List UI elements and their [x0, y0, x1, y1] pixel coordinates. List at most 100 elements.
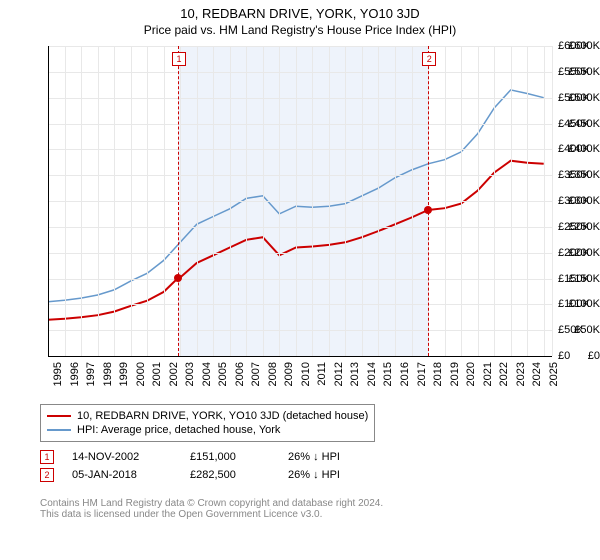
gridline-vertical: [478, 46, 479, 356]
gridline-horizontal: [48, 304, 552, 305]
gridline-vertical: [197, 46, 198, 356]
sales-row-price: £151,000: [190, 451, 270, 463]
y-tick-label-right: £150K: [558, 273, 590, 285]
x-tick-label: 2014: [366, 362, 378, 386]
gridline-vertical: [246, 46, 247, 356]
x-tick-label: 1997: [85, 362, 97, 386]
legend-swatch: [47, 415, 71, 417]
x-tick-label: 2006: [234, 362, 246, 386]
gridline-horizontal: [48, 201, 552, 202]
gridline-vertical: [445, 46, 446, 356]
x-tick-label: 2020: [465, 362, 477, 386]
gridline-vertical: [213, 46, 214, 356]
sales-row-date: 05-JAN-2018: [72, 469, 172, 481]
gridline-horizontal: [48, 175, 552, 176]
chart-subtitle: Price paid vs. HM Land Registry's House …: [0, 21, 600, 41]
y-tick-label-right: £400K: [558, 143, 590, 155]
gridline-vertical: [345, 46, 346, 356]
sales-row-marker: 2: [40, 468, 54, 482]
x-tick-label: 2024: [531, 362, 543, 386]
x-tick-label: 2015: [382, 362, 394, 386]
sale-vline: [428, 46, 429, 356]
gridline-vertical: [296, 46, 297, 356]
sales-row: 1 14-NOV-2002 £151,000 26% ↓ HPI: [40, 448, 368, 466]
gridline-horizontal: [48, 279, 552, 280]
gridline-vertical: [527, 46, 528, 356]
gridline-vertical: [65, 46, 66, 356]
x-tick-label: 2016: [399, 362, 411, 386]
x-tick-label: 2003: [184, 362, 196, 386]
legend-label: HPI: Average price, detached house, York: [77, 424, 280, 436]
gridline-vertical: [230, 46, 231, 356]
x-tick-label: 1999: [118, 362, 130, 386]
y-tick-label-right: £250K: [558, 221, 590, 233]
sale-dot: [174, 274, 182, 282]
x-tick-label: 1996: [69, 362, 81, 386]
y-tick-label-right: £600K: [558, 40, 590, 52]
sales-row-marker: 1: [40, 450, 54, 464]
sales-row-date: 14-NOV-2002: [72, 451, 172, 463]
sales-table: 1 14-NOV-2002 £151,000 26% ↓ HPI 2 05-JAN-201…: [40, 448, 368, 484]
gridline-horizontal: [48, 227, 552, 228]
x-tick-label: 2008: [267, 362, 279, 386]
gridline-vertical: [395, 46, 396, 356]
x-tick-label: 2013: [349, 362, 361, 386]
sales-row-delta: 26% ↓ HPI: [288, 469, 368, 481]
y-tick-label-right: £100K: [558, 298, 590, 310]
y-tick-label-right: £50K: [558, 324, 584, 336]
x-tick-label: 2012: [333, 362, 345, 386]
attribution-text: Contains HM Land Registry data © Crown c…: [40, 498, 383, 520]
gridline-horizontal: [48, 149, 552, 150]
y-tick-label-right: £0: [558, 350, 570, 362]
x-tick-label: 2021: [482, 362, 494, 386]
gridline-vertical: [544, 46, 545, 356]
legend: 10, REDBARN DRIVE, YORK, YO10 3JD (detac…: [40, 404, 375, 442]
legend-row: HPI: Average price, detached house, York: [47, 423, 368, 437]
sale-marker: 1: [172, 52, 186, 66]
x-tick-label: 2025: [548, 362, 560, 386]
y-tick-label-right: £500K: [558, 92, 590, 104]
gridline-vertical: [511, 46, 512, 356]
x-tick-label: 1998: [102, 362, 114, 386]
y-tick-label-right: £300K: [558, 195, 590, 207]
gridline-vertical: [461, 46, 462, 356]
x-tick-label: 2000: [135, 362, 147, 386]
attribution-line-2: This data is licensed under the Open Gov…: [40, 509, 383, 520]
x-tick-label: 2002: [168, 362, 180, 386]
gridline-horizontal: [48, 124, 552, 125]
gridline-vertical: [81, 46, 82, 356]
gridline-vertical: [147, 46, 148, 356]
gridline-vertical: [279, 46, 280, 356]
sales-row-delta: 26% ↓ HPI: [288, 451, 368, 463]
x-tick-label: 2010: [300, 362, 312, 386]
gridline-horizontal: [48, 253, 552, 254]
y-tick-label-right: £350K: [558, 169, 590, 181]
gridline-vertical: [494, 46, 495, 356]
x-tick-label: 2009: [283, 362, 295, 386]
gridline-vertical: [362, 46, 363, 356]
legend-row: 10, REDBARN DRIVE, YORK, YO10 3JD (detac…: [47, 409, 368, 423]
gridline-vertical: [378, 46, 379, 356]
x-tick-label: 2022: [498, 362, 510, 386]
sale-marker: 2: [422, 52, 436, 66]
gridline-vertical: [263, 46, 264, 356]
chart-title: 10, REDBARN DRIVE, YORK, YO10 3JD: [0, 0, 600, 21]
x-tick-label: 2017: [416, 362, 428, 386]
x-tick-label: 2018: [432, 362, 444, 386]
gridline-vertical: [329, 46, 330, 356]
gridline-vertical: [98, 46, 99, 356]
plot-area: 12: [48, 46, 552, 356]
gridline-vertical: [114, 46, 115, 356]
x-tick-label: 2011: [316, 362, 328, 386]
gridline-vertical: [48, 46, 49, 356]
x-tick-label: 1995: [52, 362, 64, 386]
gridline-horizontal: [48, 356, 552, 357]
x-tick-label: 2004: [201, 362, 213, 386]
x-tick-label: 2005: [217, 362, 229, 386]
x-tick-label: 2019: [449, 362, 461, 386]
attribution-line-1: Contains HM Land Registry data © Crown c…: [40, 498, 383, 509]
gridline-horizontal: [48, 98, 552, 99]
gridline-vertical: [131, 46, 132, 356]
chart-container: 10, REDBARN DRIVE, YORK, YO10 3JD Price …: [0, 0, 600, 560]
gridline-horizontal: [48, 46, 552, 47]
